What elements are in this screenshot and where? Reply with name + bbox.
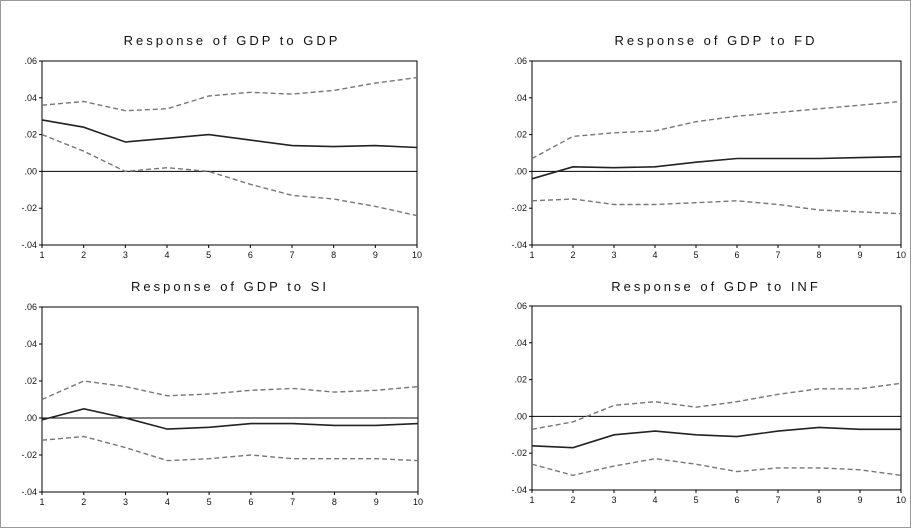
y-tick-label: .02 [514,130,527,140]
lower-confidence-band [41,133,418,217]
response-line [531,155,902,180]
x-tick-label: 9 [857,495,862,505]
y-tick-label: -.04 [511,485,527,495]
x-tick-label: 10 [412,250,422,260]
y-tick-label: .04 [514,338,527,348]
x-tick-label: 2 [81,497,86,507]
y-tick-label: .00 [514,166,527,176]
y-tick-label: -.04 [511,240,527,250]
y-tick-label: .04 [24,93,37,103]
y-tick-label: .02 [514,375,527,385]
response-line [41,407,419,430]
y-tick-label: .00 [24,166,37,176]
x-tick-label: 10 [413,497,423,507]
y-tick-label: .06 [24,56,37,66]
y-tick-label: .00 [514,411,527,421]
x-tick-label: 10 [896,250,906,260]
response-line [531,426,901,449]
y-tick-label: .00 [24,413,37,423]
x-tick-label: 1 [529,495,534,505]
y-tick-label: .02 [24,376,37,386]
lower-confidence-band [531,198,902,215]
x-tick-label: 6 [734,495,739,505]
upper-confidence-band [531,382,902,430]
x-tick-label: 10 [896,495,906,505]
chart-title: Response of GDP to SI [131,279,329,294]
x-tick-label: 6 [248,497,253,507]
y-tick-label: .04 [24,339,37,349]
chart-panel-2: Response of GDP to FD .06 .04 .02 .00 -.02 -.0… [511,33,906,260]
y-tick-label: -.02 [511,203,527,213]
x-tick-label: 5 [207,497,212,507]
x-tick-label: 3 [123,497,128,507]
x-tick-label: 4 [164,250,169,260]
x-tick-label: 5 [206,250,211,260]
x-tick-label: 6 [248,250,253,260]
x-tick-label: 9 [857,250,862,260]
x-tick-label: 5 [693,250,698,260]
chart-title: Response of GDP to FD [615,33,818,48]
x-tick-label: 4 [652,250,657,260]
y-tick-label: .06 [514,56,527,66]
x-tick-label: 9 [374,497,379,507]
x-tick-label: 7 [775,495,780,505]
chart-title: Response of GDP to GDP [124,33,341,48]
y-tick-label: .06 [24,302,37,312]
x-tick-label: 8 [816,250,821,260]
x-tick-label: 8 [816,495,821,505]
upper-confidence-band [41,380,419,401]
x-tick-label: 5 [693,495,698,505]
x-tick-label: 2 [570,495,575,505]
x-tick-label: 3 [611,250,616,260]
x-tick-label: 3 [123,250,128,260]
x-tick-label: 1 [39,250,44,260]
x-tick-label: 3 [611,495,616,505]
x-tick-label: 4 [652,495,657,505]
chart-panel-1: Response of GDP to GDP .06 .04 .02 .00 -.02 -.… [21,33,422,260]
upper-confidence-band [41,76,418,112]
y-tick-label: -.04 [21,487,37,497]
upper-confidence-band [531,100,902,160]
y-tick-label: -.02 [511,448,527,458]
y-tick-label: .04 [514,93,527,103]
y-tick-label: .06 [514,301,527,311]
x-tick-label: 1 [39,497,44,507]
plot-frame [41,60,418,246]
x-tick-label: 8 [331,250,336,260]
x-tick-label: 7 [289,250,294,260]
x-tick-label: 7 [290,497,295,507]
response-line [41,119,418,149]
x-tick-label: 9 [373,250,378,260]
x-tick-label: 2 [570,250,575,260]
x-tick-label: 8 [332,497,337,507]
x-tick-label: 4 [165,497,170,507]
y-tick-label: -.04 [21,240,37,250]
chart-panel-4: Response of GDP to INF .06 .04 .02 .00 -.02 -.… [511,279,906,505]
x-tick-label: 7 [775,250,780,260]
y-tick-label: -.02 [21,203,37,213]
chart-panel-3: Response of GDP to SI .06 .04 .02 .00 -.02 -.0… [21,279,423,507]
x-tick-label: 6 [734,250,739,260]
y-tick-label: .02 [24,130,37,140]
plot-frame [531,60,902,246]
x-tick-label: 2 [81,250,86,260]
x-tick-label: 1 [529,250,534,260]
y-tick-label: -.02 [21,450,37,460]
lower-confidence-band [531,457,902,477]
chart-title: Response of GDP to INF [611,279,821,294]
plot-frame [531,305,902,491]
